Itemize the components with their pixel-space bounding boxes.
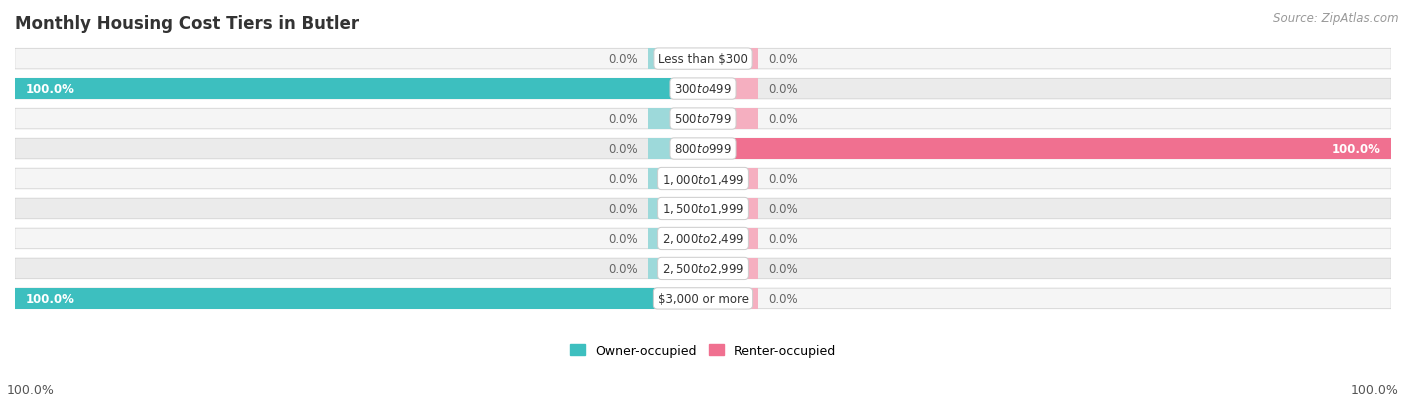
Bar — [703, 49, 758, 70]
FancyBboxPatch shape — [15, 139, 1391, 159]
Bar — [648, 109, 703, 129]
FancyBboxPatch shape — [15, 228, 1391, 249]
Bar — [15, 79, 703, 100]
Text: 0.0%: 0.0% — [768, 292, 799, 305]
Bar — [703, 229, 758, 249]
Text: $1,000 to $1,499: $1,000 to $1,499 — [662, 172, 744, 186]
Text: 0.0%: 0.0% — [768, 83, 799, 96]
Text: 0.0%: 0.0% — [768, 202, 799, 216]
Bar — [703, 259, 758, 279]
FancyBboxPatch shape — [15, 199, 1391, 219]
Text: 0.0%: 0.0% — [768, 233, 799, 245]
FancyBboxPatch shape — [15, 288, 1391, 309]
FancyBboxPatch shape — [15, 169, 1391, 189]
Bar — [648, 49, 703, 70]
Text: $800 to $999: $800 to $999 — [673, 142, 733, 156]
FancyBboxPatch shape — [15, 79, 1391, 100]
Bar — [703, 79, 758, 100]
Bar — [648, 259, 703, 279]
Text: Source: ZipAtlas.com: Source: ZipAtlas.com — [1274, 12, 1399, 25]
Text: 0.0%: 0.0% — [607, 53, 638, 66]
Text: Less than $300: Less than $300 — [658, 53, 748, 66]
Text: 100.0%: 100.0% — [25, 83, 75, 96]
Text: $2,500 to $2,999: $2,500 to $2,999 — [662, 262, 744, 276]
Bar — [648, 169, 703, 189]
Bar — [703, 109, 758, 129]
Bar — [648, 139, 703, 159]
Bar — [648, 229, 703, 249]
Text: 0.0%: 0.0% — [768, 173, 799, 185]
Text: 0.0%: 0.0% — [607, 202, 638, 216]
Text: 100.0%: 100.0% — [1331, 142, 1381, 156]
Text: 0.0%: 0.0% — [607, 233, 638, 245]
Bar — [703, 289, 758, 309]
Bar — [703, 139, 1391, 159]
Text: 0.0%: 0.0% — [607, 262, 638, 275]
Text: Monthly Housing Cost Tiers in Butler: Monthly Housing Cost Tiers in Butler — [15, 15, 359, 33]
Text: 0.0%: 0.0% — [768, 113, 799, 126]
Text: $1,500 to $1,999: $1,500 to $1,999 — [662, 202, 744, 216]
Bar — [703, 199, 758, 219]
Text: $300 to $499: $300 to $499 — [673, 83, 733, 96]
FancyBboxPatch shape — [15, 109, 1391, 130]
Bar — [648, 199, 703, 219]
FancyBboxPatch shape — [15, 49, 1391, 70]
Text: $3,000 or more: $3,000 or more — [658, 292, 748, 305]
FancyBboxPatch shape — [15, 259, 1391, 279]
Text: 100.0%: 100.0% — [25, 292, 75, 305]
Text: $2,000 to $2,499: $2,000 to $2,499 — [662, 232, 744, 246]
Text: 0.0%: 0.0% — [768, 53, 799, 66]
Text: $500 to $799: $500 to $799 — [673, 113, 733, 126]
Text: 0.0%: 0.0% — [607, 113, 638, 126]
Bar — [703, 169, 758, 189]
Text: 0.0%: 0.0% — [607, 173, 638, 185]
Text: 0.0%: 0.0% — [607, 142, 638, 156]
Text: 100.0%: 100.0% — [7, 384, 55, 396]
Bar — [15, 289, 703, 309]
Legend: Owner-occupied, Renter-occupied: Owner-occupied, Renter-occupied — [565, 339, 841, 362]
Text: 100.0%: 100.0% — [1351, 384, 1399, 396]
Text: 0.0%: 0.0% — [768, 262, 799, 275]
